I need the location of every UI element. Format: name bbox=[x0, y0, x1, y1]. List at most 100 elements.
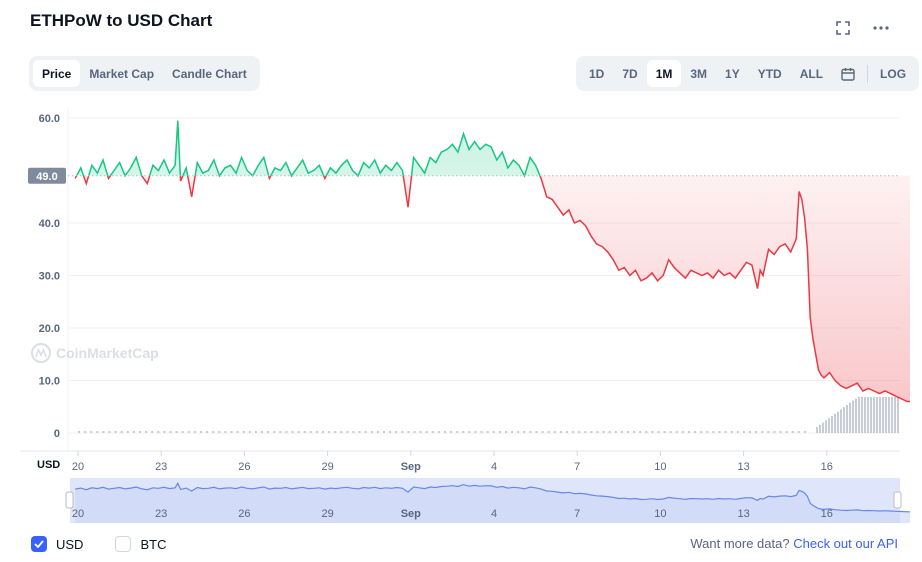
watermark: CoinMarketCap bbox=[31, 343, 159, 363]
price-line-down[interactable] bbox=[74, 121, 910, 403]
volume-bar bbox=[730, 431, 733, 433]
volume-bar bbox=[242, 431, 245, 433]
volume-bar bbox=[855, 398, 857, 433]
volume-bar bbox=[444, 431, 446, 433]
volume-bar bbox=[486, 431, 489, 433]
volume-bar bbox=[96, 431, 99, 433]
volume-bar bbox=[505, 431, 507, 433]
volume-bar bbox=[825, 420, 827, 433]
price-chart[interactable]: 0 10.0 20.0 30.0 40.0 60.0 49.0 USD 20 23 26 29 Se… bbox=[0, 100, 922, 530]
currency-btc-label: BTC bbox=[140, 536, 167, 552]
log-scale-toggle[interactable]: LOG bbox=[880, 66, 907, 81]
volume-bar bbox=[712, 431, 715, 433]
volume-bar bbox=[78, 431, 80, 433]
volume-bar bbox=[602, 431, 605, 433]
tab-market-cap[interactable]: Market Cap bbox=[89, 66, 155, 81]
range-1m[interactable]: 1M bbox=[646, 60, 682, 87]
x-tick-label: 4 bbox=[491, 461, 497, 473]
price-area-up bbox=[75, 120, 910, 176]
range-7d[interactable]: 7D bbox=[622, 66, 638, 81]
tab-price[interactable]: Price bbox=[33, 60, 81, 87]
volume-bar bbox=[779, 431, 782, 433]
volume-bar bbox=[389, 431, 392, 433]
api-promo: Want more data? Check out our API bbox=[690, 536, 898, 551]
x-tick-label: 29 bbox=[321, 461, 333, 473]
range-1d[interactable]: 1D bbox=[589, 66, 605, 81]
volume-bar bbox=[657, 431, 660, 433]
volume-bar bbox=[894, 397, 896, 433]
volume-bar bbox=[267, 431, 270, 433]
calendar-icon[interactable] bbox=[832, 60, 864, 87]
time-range-selector: 1D 7D 1M 3M 1Y YTD ALL LOG bbox=[576, 56, 920, 91]
volume-bar bbox=[261, 431, 263, 433]
volume-bar bbox=[279, 431, 282, 433]
volume-bar bbox=[285, 431, 288, 433]
volume-bar bbox=[828, 418, 830, 433]
x-axis-unit-label: USD bbox=[37, 459, 60, 471]
range-1y[interactable]: 1Y bbox=[725, 66, 740, 81]
api-link[interactable]: Check out our API bbox=[793, 536, 898, 551]
x-tick-label: 20 bbox=[72, 461, 84, 473]
price-area-down bbox=[75, 175, 910, 402]
range-all[interactable]: ALL bbox=[799, 66, 824, 81]
volume-bar bbox=[303, 431, 306, 433]
tab-candle-chart[interactable]: Candle Chart bbox=[172, 66, 247, 81]
range-navigator[interactable]: 20 23 26 29 Sep 4 7 10 13 16 bbox=[65, 478, 910, 523]
watermark-text: CoinMarketCap bbox=[56, 345, 159, 361]
volume-bar bbox=[633, 431, 636, 433]
volume-bar bbox=[834, 413, 836, 433]
volume-bar bbox=[395, 431, 398, 433]
currency-toggles: USD BTC bbox=[31, 536, 184, 552]
volume-bar bbox=[181, 431, 184, 433]
volume-bar bbox=[517, 431, 520, 433]
volume-bar bbox=[718, 431, 721, 433]
volume-bar bbox=[236, 431, 239, 433]
volume-bar bbox=[529, 431, 532, 433]
fullscreen-icon[interactable] bbox=[832, 17, 854, 39]
volume-bar bbox=[837, 411, 839, 433]
volume-bar bbox=[102, 431, 105, 433]
volume-bar bbox=[157, 431, 160, 433]
volume-bar bbox=[870, 397, 872, 433]
y-tick-label: 60.0 bbox=[39, 113, 60, 125]
checkbox-checked-icon[interactable] bbox=[31, 536, 47, 552]
price-line-up[interactable] bbox=[75, 120, 910, 402]
y-tick-label: 30.0 bbox=[39, 271, 60, 283]
y-tick-label: 0 bbox=[54, 428, 60, 440]
volume-bar bbox=[761, 431, 764, 433]
volume-bar bbox=[645, 431, 648, 433]
volume-bar bbox=[462, 431, 465, 433]
volume-bar bbox=[456, 431, 459, 433]
volume-bar bbox=[797, 431, 800, 433]
currency-btc[interactable]: BTC bbox=[115, 536, 166, 552]
y-axis: 0 10.0 20.0 30.0 40.0 60.0 bbox=[39, 113, 60, 440]
volume-bar bbox=[480, 431, 483, 433]
volume-bar bbox=[566, 431, 568, 433]
navigator-handle-right[interactable] bbox=[893, 491, 902, 509]
navigator-area bbox=[75, 483, 910, 523]
volume-bar bbox=[218, 431, 221, 433]
volume-bar bbox=[840, 409, 842, 433]
volume-bar bbox=[498, 431, 501, 433]
volume-bar bbox=[755, 431, 758, 433]
range-3m[interactable]: 3M bbox=[690, 66, 708, 81]
volume-bar bbox=[523, 431, 526, 433]
x-tick-label: 10 bbox=[654, 461, 666, 473]
volume-bar bbox=[163, 431, 166, 433]
range-ytd[interactable]: YTD bbox=[757, 66, 782, 81]
api-prefix: Want more data? bbox=[690, 536, 790, 551]
navigator-tick-label: 7 bbox=[574, 508, 580, 520]
volume-bar bbox=[291, 431, 294, 433]
volume-bar bbox=[193, 431, 196, 433]
volume-bar bbox=[230, 431, 233, 433]
currency-usd[interactable]: USD bbox=[31, 536, 83, 552]
volume-bar bbox=[352, 431, 355, 433]
volume-bar bbox=[511, 431, 514, 433]
more-horizontal-icon[interactable] bbox=[870, 17, 892, 39]
navigator-handle-left[interactable] bbox=[65, 491, 74, 509]
volume-bar bbox=[187, 431, 190, 433]
checkbox-unchecked-icon[interactable] bbox=[115, 536, 132, 552]
volume-bar bbox=[608, 431, 611, 433]
volume-bar bbox=[819, 424, 821, 433]
volume-bar bbox=[383, 431, 385, 433]
